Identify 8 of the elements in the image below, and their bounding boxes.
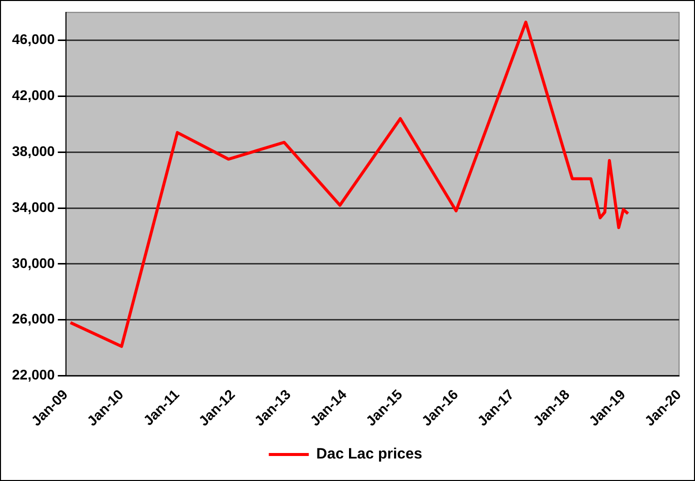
- y-tick-label: 26,000: [12, 310, 56, 327]
- y-tick-label: 34,000: [12, 198, 56, 215]
- y-tick-label: 38,000: [12, 143, 56, 160]
- y-tick-label: 22,000: [12, 366, 56, 383]
- y-tick-label: 30,000: [12, 254, 56, 271]
- legend-label: Dac Lac prices: [316, 446, 422, 463]
- y-tick-label: 46,000: [12, 31, 56, 48]
- y-tick-label: 42,000: [12, 87, 56, 104]
